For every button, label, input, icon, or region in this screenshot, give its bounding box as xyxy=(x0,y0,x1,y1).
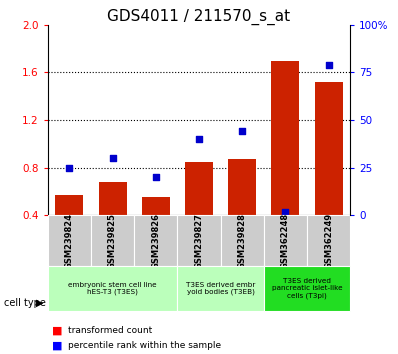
Bar xyxy=(307,215,350,266)
Text: cell type: cell type xyxy=(4,298,46,308)
Text: embryonic stem cell line
hES-T3 (T3ES): embryonic stem cell line hES-T3 (T3ES) xyxy=(68,281,157,295)
Text: GSM362249: GSM362249 xyxy=(324,213,333,269)
Bar xyxy=(314,82,343,215)
Text: GSM239825: GSM239825 xyxy=(108,213,117,269)
Text: GSM362248: GSM362248 xyxy=(281,213,290,269)
Text: GSM239827: GSM239827 xyxy=(195,213,203,269)
Text: GSM239826: GSM239826 xyxy=(151,213,160,269)
Text: ▶: ▶ xyxy=(36,298,43,308)
Bar xyxy=(134,215,178,266)
Point xyxy=(326,62,332,68)
Bar xyxy=(220,215,264,266)
Bar xyxy=(91,215,134,266)
Text: GSM239824: GSM239824 xyxy=(65,213,74,269)
Bar xyxy=(264,266,350,310)
Point xyxy=(66,165,72,171)
Point xyxy=(152,175,159,180)
Bar xyxy=(178,266,264,310)
Text: T3ES derived
pancreatic islet-like
cells (T3pi): T3ES derived pancreatic islet-like cells… xyxy=(272,278,342,298)
Bar xyxy=(48,215,91,266)
Bar xyxy=(264,215,307,266)
Bar xyxy=(178,215,220,266)
Text: GSM239828: GSM239828 xyxy=(238,213,247,269)
Text: transformed count: transformed count xyxy=(68,326,152,336)
Point xyxy=(196,136,202,142)
Bar xyxy=(228,159,256,215)
Text: ■: ■ xyxy=(52,340,62,350)
Bar xyxy=(55,195,84,215)
Text: T3ES derived embr
yoid bodies (T3EB): T3ES derived embr yoid bodies (T3EB) xyxy=(186,281,255,295)
Point xyxy=(109,155,116,161)
Bar xyxy=(142,198,170,215)
Title: GDS4011 / 211570_s_at: GDS4011 / 211570_s_at xyxy=(107,8,291,25)
Point xyxy=(282,209,289,215)
Text: percentile rank within the sample: percentile rank within the sample xyxy=(68,341,221,350)
Text: ■: ■ xyxy=(52,326,62,336)
Point xyxy=(239,129,246,134)
Bar xyxy=(99,182,127,215)
Bar xyxy=(48,266,178,310)
Bar xyxy=(271,61,299,215)
Bar xyxy=(185,162,213,215)
